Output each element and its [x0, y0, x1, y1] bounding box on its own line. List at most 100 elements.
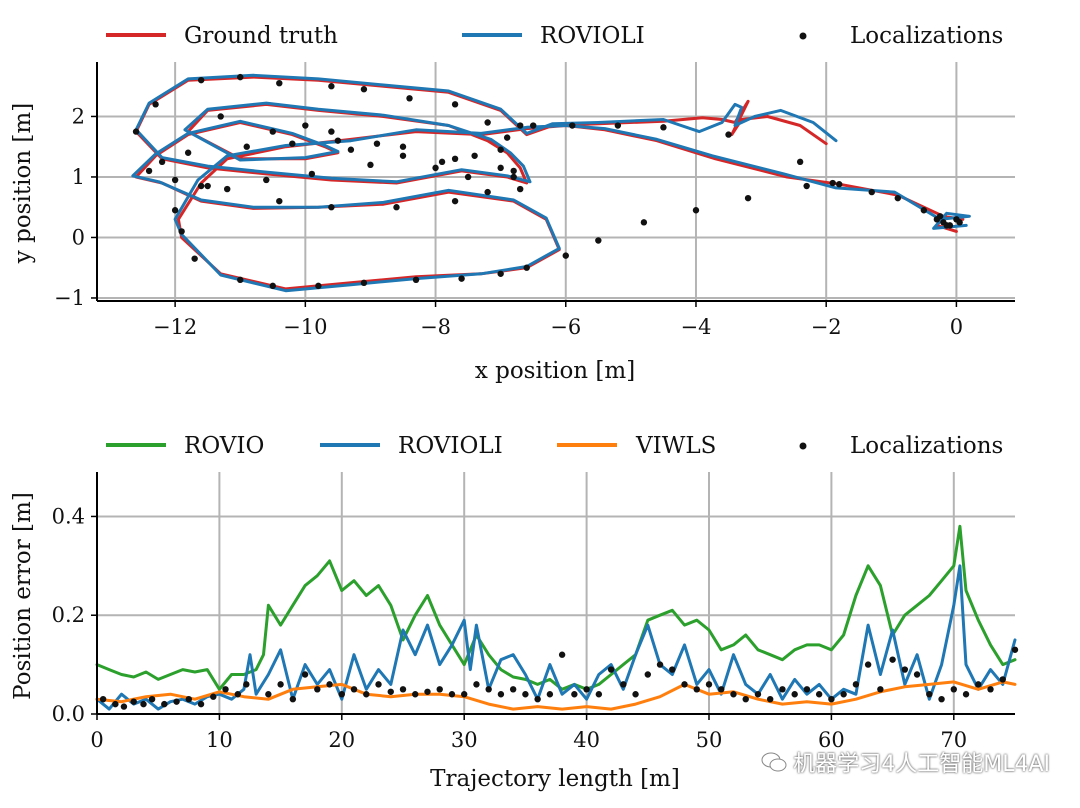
localization-point — [999, 676, 1006, 683]
localization-point — [412, 276, 420, 284]
localization-point — [112, 700, 119, 708]
localization-point — [864, 661, 872, 668]
localization-point — [569, 122, 576, 129]
localization-point — [412, 691, 419, 698]
localization-point — [328, 128, 335, 135]
localization-point — [197, 700, 205, 708]
legend-roviol-label-2: ROVIOLI — [398, 433, 503, 459]
localization-point — [458, 275, 465, 282]
x-tick-label: 10 — [206, 728, 233, 752]
localization-point — [509, 686, 517, 693]
x-tick-label: −12 — [153, 315, 197, 339]
error-panel: ROVIO ROVIOLI VIWLS Localizations 0 10 20 3… — [10, 433, 1019, 792]
localization-point — [399, 143, 407, 150]
localization-point — [132, 128, 140, 135]
localization-point — [815, 691, 823, 698]
localization-point — [276, 197, 283, 205]
localization-point — [171, 176, 179, 184]
localization-point — [308, 170, 316, 178]
localization-point — [754, 691, 762, 698]
localization-point — [836, 181, 843, 188]
localization-point — [791, 691, 798, 698]
localization-point — [767, 695, 774, 703]
localization-point — [406, 95, 413, 102]
localization-point — [595, 691, 603, 698]
localization-point — [607, 666, 615, 673]
localization-point — [204, 182, 211, 190]
localization-point — [779, 686, 786, 693]
error-x-axis-label: Trajectory length [m] — [430, 766, 680, 792]
localization-point — [938, 695, 945, 703]
localization-point — [387, 688, 394, 695]
localization-point — [265, 691, 272, 698]
localization-point — [347, 146, 355, 153]
y-tick-label: 0.2 — [52, 603, 85, 627]
localization-point — [656, 661, 664, 668]
localization-point — [920, 207, 928, 214]
localization-point — [367, 161, 374, 169]
localization-point — [243, 681, 250, 688]
localization-point — [120, 703, 128, 710]
localization-point — [363, 691, 370, 698]
localization-point — [328, 204, 335, 211]
localization-point — [546, 691, 554, 698]
localization-point — [510, 167, 517, 175]
localization-point — [987, 686, 994, 693]
x-tick-label: 30 — [451, 728, 478, 752]
localization-point — [375, 681, 382, 688]
trajectory-legend: Ground truth ROVIOLI Localizations — [106, 23, 1003, 49]
localization-point — [184, 149, 192, 156]
localization-point — [224, 185, 231, 193]
localization-point — [484, 119, 491, 126]
legend-rovio-label: ROVIO — [184, 433, 264, 459]
error-series — [95, 524, 1019, 711]
localization-point — [277, 681, 284, 688]
legend-localizations-marker — [799, 32, 807, 40]
localization-point — [975, 681, 982, 688]
localization-point — [185, 695, 192, 703]
localization-point — [962, 691, 970, 698]
trajectory-series — [131, 73, 971, 293]
legend-localizations-label: Localizations — [850, 23, 1003, 49]
error-axes — [96, 472, 1015, 715]
trajectory-grid — [97, 62, 1015, 301]
localization-point — [424, 688, 431, 695]
localization-point — [571, 691, 578, 698]
localization-point — [558, 651, 566, 658]
viwls-line — [95, 680, 1017, 711]
localization-point — [373, 140, 381, 147]
localization-point — [451, 155, 459, 163]
localization-point — [461, 691, 468, 698]
localization-point — [877, 686, 884, 693]
watermark-text: 机器学习4人工智能ML4AI — [793, 752, 1050, 777]
localization-point — [901, 666, 909, 673]
localization-point — [485, 686, 492, 693]
rovioli-line — [95, 564, 1017, 711]
x-tick-label: 60 — [818, 728, 845, 752]
localization-point — [360, 279, 368, 287]
localization-point — [269, 282, 276, 290]
watermark: 机器学习4人工智能ML4AI — [761, 746, 1050, 778]
localization-point — [534, 695, 541, 703]
legend-ground-truth-label: Ground truth — [184, 23, 338, 49]
localization-point — [956, 219, 963, 226]
x-tick-label: −2 — [811, 315, 842, 339]
localization-point — [705, 681, 713, 688]
y-tick-label: 0.4 — [52, 504, 85, 528]
localization-point — [350, 686, 358, 693]
localization-point — [289, 695, 297, 703]
x-tick-label: −4 — [680, 315, 711, 339]
x-tick-label: −10 — [283, 315, 327, 339]
localization-point — [742, 695, 749, 703]
localization-point — [173, 698, 180, 705]
localization-point — [269, 128, 276, 135]
localization-point — [451, 101, 459, 108]
localization-point — [432, 164, 439, 172]
localization-point — [640, 219, 648, 226]
trajectory-y-axis-label: y position [m] — [10, 103, 36, 264]
x-tick-label: 50 — [696, 728, 723, 752]
localization-point — [152, 101, 159, 108]
localization-point — [399, 152, 407, 159]
y-tick-label: −1 — [54, 286, 85, 310]
